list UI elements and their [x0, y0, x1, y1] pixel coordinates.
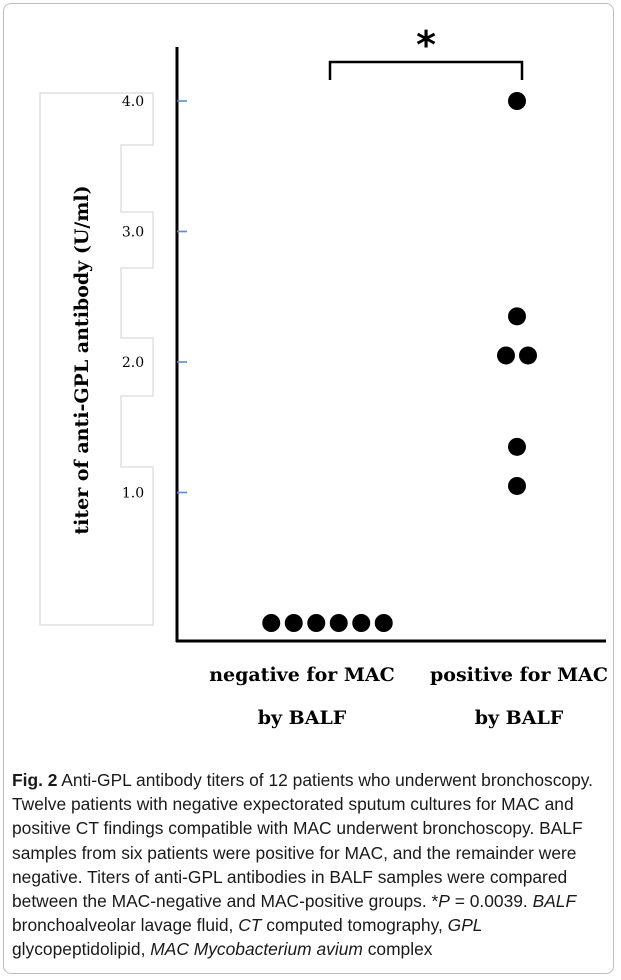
caption-segment: glycopeptidolipid,	[12, 939, 150, 959]
caption-segment: MAC Mycobacterium avium	[150, 939, 363, 959]
data-point-negative	[330, 614, 348, 632]
data-point-positive	[508, 438, 526, 456]
data-point-negative	[352, 614, 370, 632]
data-point-positive	[519, 346, 537, 364]
y-tick-label: 4.0	[122, 94, 144, 110]
caption-segment: CT	[238, 915, 261, 935]
caption-segment: GPL	[448, 915, 483, 935]
y-tick-label: 3.0	[122, 225, 144, 241]
data-point-positive	[497, 346, 515, 364]
data-point-negative	[262, 614, 280, 632]
data-point-positive	[508, 92, 526, 110]
caption-segment: P	[438, 891, 450, 911]
caption-segment: BALF	[533, 891, 577, 911]
x-category-label: positive for MAC	[430, 664, 608, 686]
figure-label: Fig. 2	[12, 770, 57, 790]
y-tick-label: 2.0	[122, 355, 144, 371]
data-point-positive	[508, 477, 526, 495]
y-tick-label: 1.0	[122, 486, 144, 502]
caption-segment: bronchoalveolar lavage fluid,	[12, 915, 238, 935]
caption-segment: complex	[363, 939, 433, 959]
caption-segment: = 0.0039.	[450, 891, 533, 911]
data-point-negative	[285, 614, 303, 632]
x-category-label: by BALF	[258, 707, 347, 729]
caption-segment: Anti-GPL antibody titers of 12 patients …	[12, 770, 593, 911]
data-point-positive	[508, 307, 526, 325]
data-point-negative	[307, 614, 325, 632]
figure-caption: Fig. 2 Anti-GPL antibody titers of 12 pa…	[12, 768, 608, 962]
y-axis-label: titer of anti-GPL antibody (U/ml)	[71, 185, 93, 534]
scatter-chart: titer of anti-GPL antibody (U/ml) 1.0 2.0…	[0, 0, 621, 760]
x-category-label: by BALF	[475, 707, 564, 729]
x-category-label: negative for MAC	[209, 664, 395, 686]
data-point-negative	[375, 614, 393, 632]
significance-asterisk: *	[416, 23, 436, 67]
caption-segment: computed tomography,	[261, 915, 447, 935]
